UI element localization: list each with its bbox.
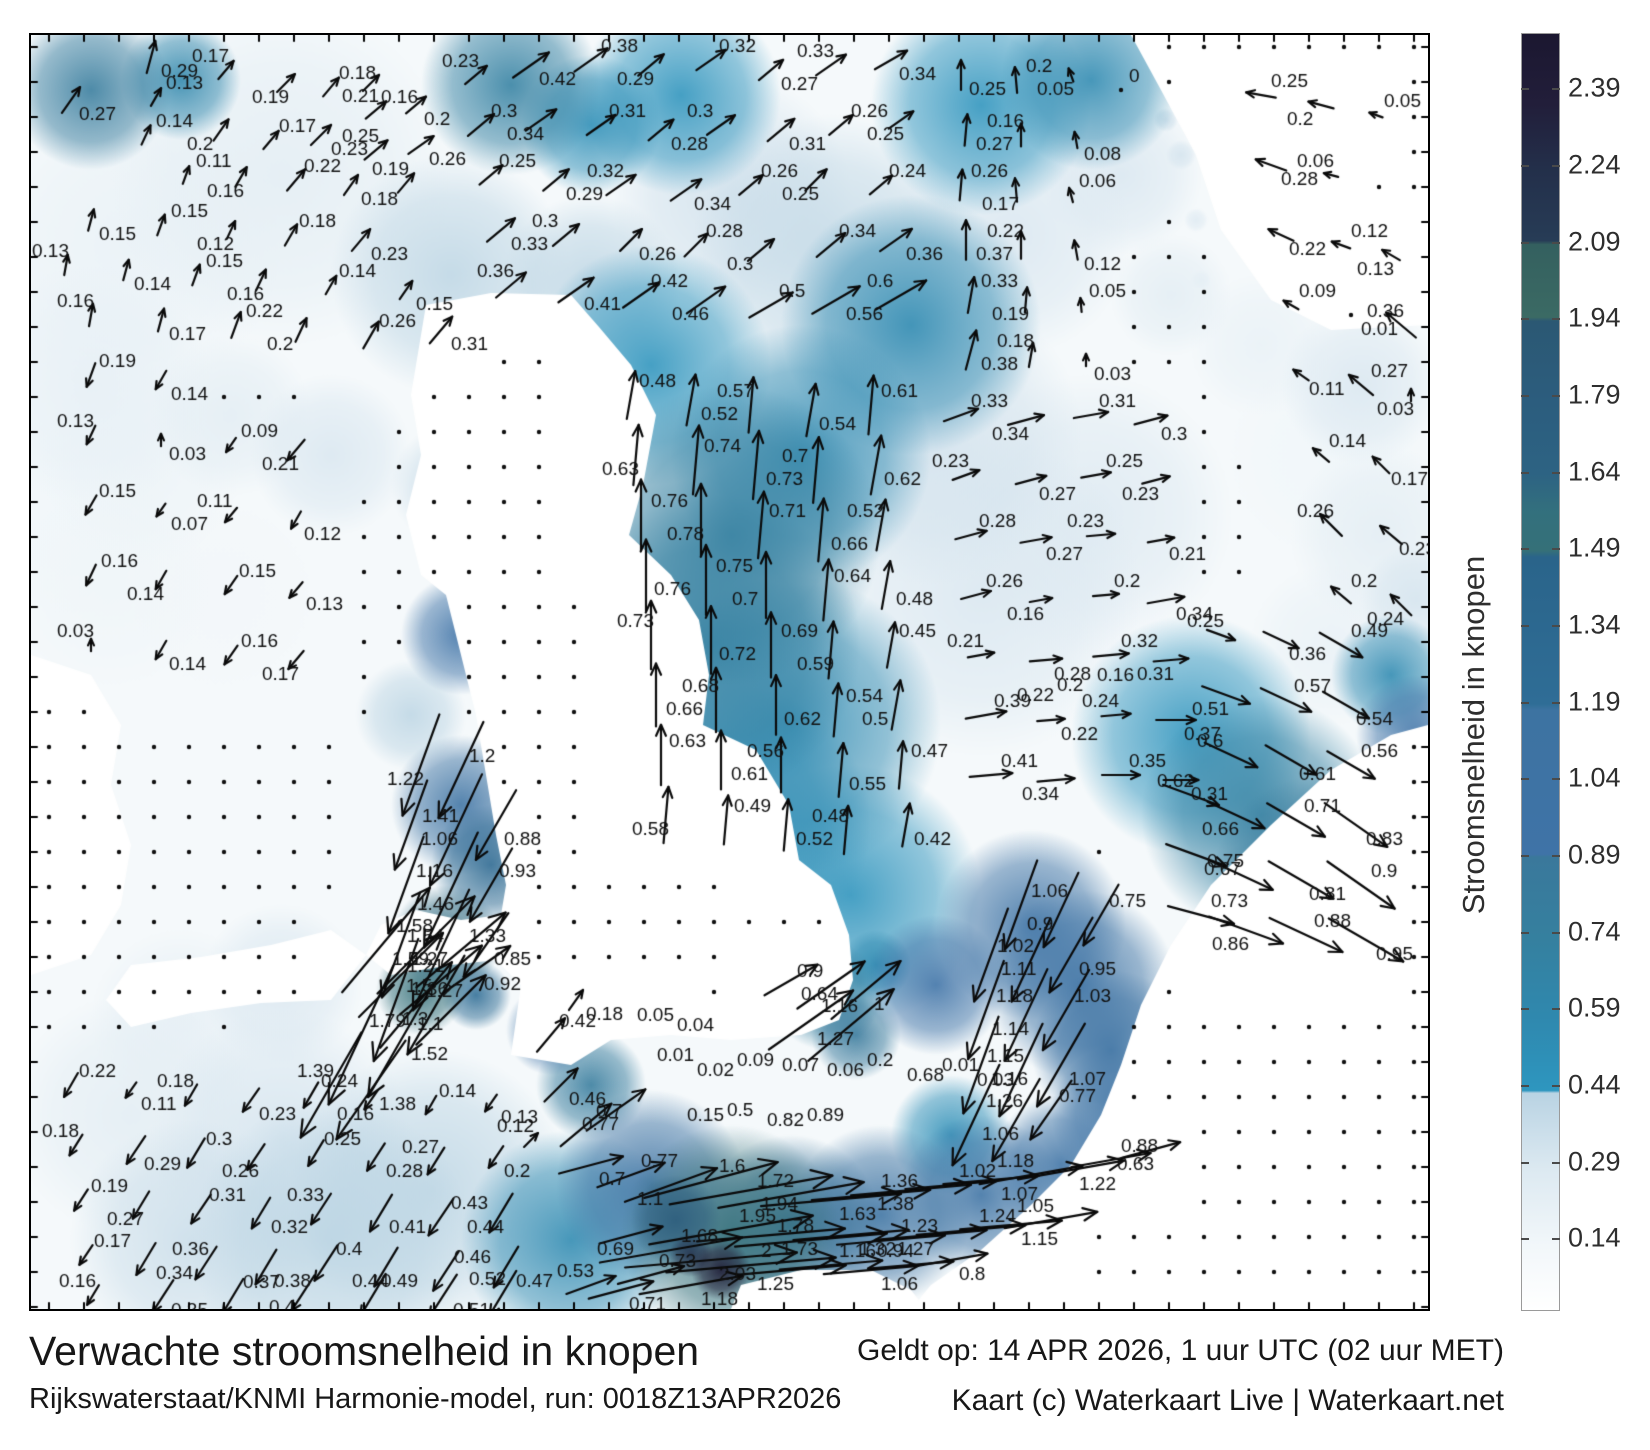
colorbar-tickmark — [1521, 1085, 1529, 1088]
colorbar-tick-label: 1.34 — [1568, 609, 1621, 640]
colorbar-tickmark — [1552, 548, 1560, 551]
copyright-credit: Kaart (c) Waterkaart Live | Waterkaart.n… — [951, 1384, 1504, 1417]
colorbar-tickmark — [1552, 88, 1560, 91]
colorbar-tick-label: 1.04 — [1568, 762, 1621, 793]
valid-time: Geldt op: 14 APR 2026, 1 uur UTC (02 uur… — [857, 1334, 1504, 1367]
colorbar-tickmark — [1521, 701, 1529, 704]
colorbar-tickmark — [1552, 471, 1560, 474]
model-run-info: Rijkswaterstaat/KNMI Harmonie-model, run… — [29, 1383, 842, 1415]
colorbar-tickmark — [1521, 1008, 1529, 1011]
colorbar-tickmark — [1521, 318, 1529, 321]
colorbar-tickmark — [1552, 855, 1560, 858]
colorbar — [1521, 33, 1560, 1311]
colorbar-tickmark — [1521, 88, 1529, 91]
colorbar-tickmark — [1521, 931, 1529, 934]
colorbar-tick-label: 0.29 — [1568, 1146, 1621, 1177]
colorbar-tick-label: 1.49 — [1568, 532, 1621, 563]
colorbar-tick-label: 2.24 — [1568, 149, 1621, 180]
colorbar-tickmark — [1521, 164, 1529, 167]
colorbar-tickmark — [1552, 931, 1560, 934]
colorbar-tickmark — [1552, 1008, 1560, 1011]
colorbar-tick-label: 1.79 — [1568, 379, 1621, 410]
colorbar-tick-label: 0.74 — [1568, 915, 1621, 946]
colorbar-tickmark — [1552, 394, 1560, 397]
colorbar-tick-label: 1.64 — [1568, 455, 1621, 486]
colorbar-tickmark — [1552, 1161, 1560, 1164]
colorbar-tickmark — [1521, 1161, 1529, 1164]
colorbar-tickmark — [1521, 241, 1529, 244]
colorbar-tick-label: 1.19 — [1568, 685, 1621, 716]
colorbar-tick-label: 0.14 — [1568, 1222, 1621, 1253]
map-title: Verwachte stroomsnelheid in knopen — [29, 1328, 700, 1374]
current-map-canvas — [31, 35, 1428, 1309]
colorbar-tick-label: 0.89 — [1568, 839, 1621, 870]
colorbar-tick-label: 0.59 — [1568, 992, 1621, 1023]
colorbar-tickmark — [1552, 778, 1560, 781]
colorbar-tickmark — [1552, 318, 1560, 321]
colorbar-tickmark — [1552, 1238, 1560, 1241]
colorbar-axis-label: Stroomsnelheid in knopen — [1456, 555, 1491, 915]
colorbar-tickmark — [1521, 394, 1529, 397]
colorbar-tickmark — [1552, 624, 1560, 627]
colorbar-tickmark — [1521, 778, 1529, 781]
colorbar-tickmark — [1552, 1085, 1560, 1088]
colorbar-tick-label: 2.09 — [1568, 225, 1621, 256]
colorbar-tick-label: 2.39 — [1568, 72, 1621, 103]
colorbar-tickmark — [1552, 241, 1560, 244]
colorbar-tickmark — [1521, 855, 1529, 858]
colorbar-tickmark — [1521, 1238, 1529, 1241]
colorbar-tickmark — [1552, 701, 1560, 704]
map-frame — [29, 33, 1430, 1311]
colorbar-tick-label: 0.44 — [1568, 1069, 1621, 1100]
colorbar-tickmark — [1521, 624, 1529, 627]
colorbar-tickmark — [1521, 548, 1529, 551]
colorbar-tickmark — [1521, 471, 1529, 474]
colorbar-tickmark — [1552, 164, 1560, 167]
colorbar-tick-label: 1.94 — [1568, 302, 1621, 333]
